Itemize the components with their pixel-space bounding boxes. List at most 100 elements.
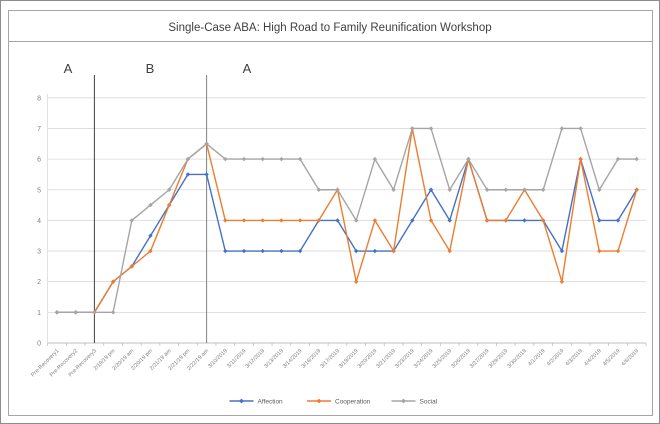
data-point-marker (185, 156, 191, 162)
data-point-marker (447, 218, 452, 223)
series-social (54, 126, 639, 315)
data-point-marker (522, 187, 527, 192)
legend-item-affection: Affection (229, 398, 284, 406)
y-tick-label: 8 (37, 95, 41, 102)
x-axis-ticks (47, 343, 647, 346)
data-point-marker (466, 156, 471, 162)
data-point-marker (129, 218, 134, 223)
data-point-marker (503, 218, 508, 223)
data-point-marker (54, 310, 60, 315)
data-point-marker (410, 126, 415, 131)
data-point-marker (148, 233, 153, 238)
data-point-marker (297, 248, 303, 254)
data-point-marker (597, 218, 602, 223)
data-point-marker (335, 187, 340, 192)
data-point-marker (223, 248, 228, 254)
data-point-marker (428, 218, 434, 223)
legend-item-social: Social (391, 399, 438, 406)
y-tick-label: 0 (37, 341, 41, 348)
data-point-marker (241, 218, 247, 223)
data-point-marker (354, 218, 359, 223)
data-point-marker (223, 156, 228, 162)
legend-item-cooperation: Cooperation (307, 399, 371, 406)
y-axis-labels: 0 1 2 3 4 5 6 7 8 (37, 95, 41, 347)
data-point-marker (447, 187, 452, 192)
data-point-marker (615, 248, 621, 254)
data-point-marker (391, 248, 396, 254)
data-point-marker (279, 218, 284, 223)
data-point-marker (559, 126, 565, 131)
y-tick-label: 3 (37, 249, 41, 256)
chart-border (8, 10, 653, 416)
data-point-marker (241, 156, 247, 162)
data-point-marker (260, 218, 265, 223)
data-point-marker (185, 172, 191, 177)
data-point-marker (73, 310, 78, 315)
chart-title: Single-Case ABA: High Road to Family Reu… (168, 22, 491, 34)
data-point-marker (484, 187, 490, 192)
data-point-marker (372, 248, 378, 254)
legend: Affection Cooperation Social (229, 398, 438, 406)
data-point-marker (597, 187, 602, 192)
data-point-marker (110, 279, 116, 284)
data-point-marker (316, 187, 321, 192)
data-point-marker (167, 202, 172, 208)
data-point-marker (129, 264, 134, 269)
y-tick-label: 1 (37, 310, 41, 317)
data-point-marker (335, 218, 340, 223)
data-point-marker (167, 187, 172, 192)
phase-label-a1: A (64, 61, 73, 76)
data-point-marker (541, 218, 546, 223)
data-point-marker (279, 156, 284, 162)
data-point-marker (503, 187, 508, 192)
data-point-marker (578, 156, 583, 162)
phase-label-a2: A (243, 61, 252, 76)
data-point-marker (297, 218, 303, 223)
gridlines (47, 97, 646, 313)
data-point-marker (279, 248, 284, 254)
legend-label: Cooperation (335, 399, 371, 406)
y-tick-label: 2 (37, 279, 41, 286)
data-point-marker (578, 126, 583, 131)
data-point-marker (92, 310, 97, 315)
data-point-marker (559, 248, 565, 254)
data-point-marker (559, 279, 565, 284)
data-point-marker (484, 218, 490, 223)
data-point-marker (223, 218, 228, 223)
data-point-marker (541, 187, 546, 192)
legend-marker (316, 398, 322, 404)
data-point-marker (634, 187, 639, 192)
data-point-marker (447, 248, 452, 254)
data-point-marker (615, 218, 621, 223)
data-point-marker (522, 218, 527, 223)
data-point-marker (354, 248, 359, 254)
data-point-marker (148, 248, 153, 254)
legend-marker (239, 398, 244, 404)
legend-label: Social (420, 399, 438, 406)
series-line (57, 127, 638, 314)
data-point-marker (316, 218, 321, 223)
series-line (57, 127, 637, 314)
y-tick-label: 4 (37, 218, 41, 225)
y-tick-label: 7 (37, 126, 41, 133)
data-point-marker (410, 218, 415, 223)
data-point-marker (260, 248, 265, 254)
phase-label-b: B (146, 61, 155, 76)
data-point-marker (597, 248, 602, 254)
data-point-marker (204, 141, 209, 146)
data-point-marker (204, 172, 209, 177)
data-point-marker (110, 310, 116, 315)
data-point-marker (372, 218, 378, 223)
data-point-marker (428, 126, 434, 131)
data-point-marker (634, 156, 639, 162)
data-point-marker (391, 187, 396, 192)
data-point-marker (297, 156, 303, 162)
data-point-marker (148, 202, 153, 208)
y-tick-label: 5 (37, 187, 41, 194)
data-point-marker (428, 187, 434, 192)
legend-label: Affection (258, 399, 284, 406)
data-point-marker (372, 156, 378, 162)
data-point-marker (241, 248, 247, 254)
data-point-marker (354, 279, 359, 284)
